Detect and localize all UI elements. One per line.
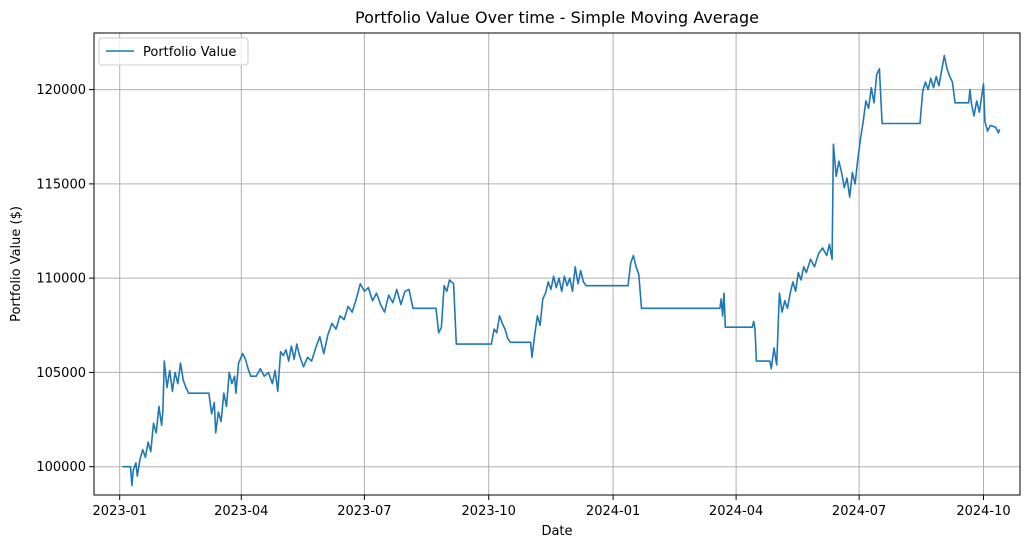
- chart-title: Portfolio Value Over time - Simple Movin…: [355, 8, 759, 27]
- x-tick-label-1: 2023-04: [214, 504, 268, 519]
- y-tick-label-4: 120000: [36, 83, 86, 98]
- y-tick-label-3: 115000: [36, 177, 86, 192]
- y-tick-label-2: 110000: [36, 272, 86, 287]
- x-axis-label: Date: [541, 524, 572, 539]
- x-tick-label-4: 2024-01: [586, 504, 640, 519]
- y-tick-label-0: 100000: [36, 460, 86, 475]
- x-tick-label-5: 2024-04: [709, 504, 763, 519]
- x-tick-label-6: 2024-07: [832, 504, 886, 519]
- x-tick-label-2: 2023-07: [337, 504, 391, 519]
- y-tick-label-1: 105000: [36, 366, 86, 381]
- legend-label-portfolio-value: Portfolio Value: [143, 45, 236, 60]
- y-axis-label: Portfolio Value ($): [9, 206, 24, 322]
- legend: Portfolio Value: [99, 38, 248, 65]
- x-tick-label-3: 2023-10: [462, 504, 516, 519]
- x-tick-label-0: 2023-01: [93, 504, 147, 519]
- series-layer: [122, 56, 999, 486]
- axis-ticks: 2023-01 2023-04 2023-07 2023-10 2024-01 2024-…: [36, 83, 1010, 519]
- series-line-portfolio-value: [122, 56, 999, 486]
- x-tick-label-7: 2024-10: [956, 504, 1010, 519]
